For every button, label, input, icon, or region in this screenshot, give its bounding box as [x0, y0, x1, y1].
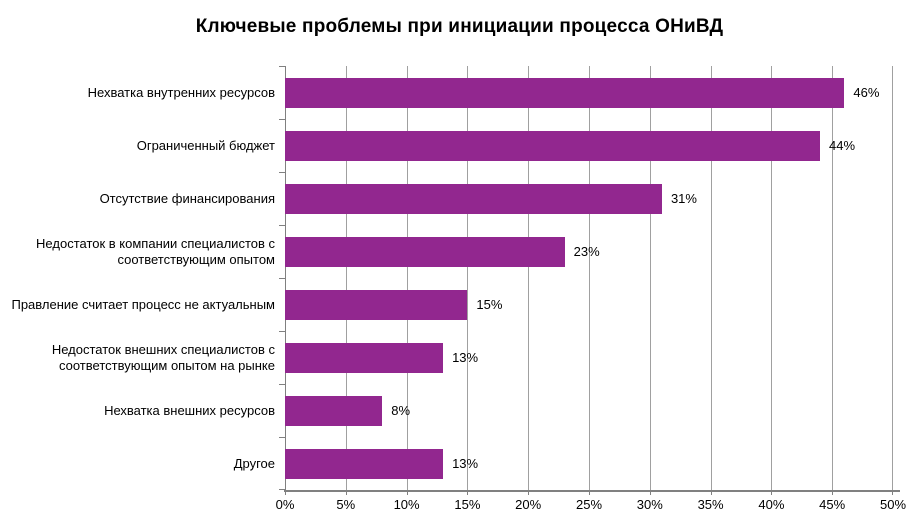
x-tick-label: 30% — [636, 497, 663, 512]
chart-row: Нехватка внешних ресурсов 8% — [0, 384, 893, 437]
x-axis-tick — [467, 490, 469, 495]
x-tick-label: 20% — [515, 497, 542, 512]
bar — [285, 396, 383, 426]
value-label: 13% — [452, 350, 479, 365]
y-axis-tick — [279, 66, 285, 67]
category-label: Недостаток внешних специалистов с соотве… — [51, 341, 275, 373]
x-tick-label: 5% — [336, 497, 356, 512]
chart-title: Ключевые проблемы при инициации процесса… — [195, 16, 724, 37]
gridline — [528, 66, 530, 490]
y-axis-tick — [279, 489, 285, 490]
x-axis-tick — [892, 490, 893, 495]
x-axis-tick — [589, 490, 590, 495]
x-axis-labels: 0% 5% 10% 15% 20% 25% 30% 35% 40% 45% 50% — [276, 497, 906, 515]
gridline — [467, 66, 469, 490]
bar-area: 46% — [285, 66, 893, 119]
plot-area — [279, 66, 900, 495]
bar-area: 44% — [285, 119, 893, 172]
chart-row: Другое 13% — [0, 437, 893, 490]
bar-area: 13% — [285, 331, 893, 384]
chart-row: Правление считает процесс не актуальным 1… — [0, 278, 893, 331]
category-label: Недостаток в компании специалистов с соо… — [36, 235, 275, 267]
x-tick-label: 25% — [575, 497, 603, 512]
value-label: 13% — [452, 456, 479, 471]
value-label: 46% — [853, 85, 880, 100]
bar — [285, 78, 845, 108]
x-tick-label: 45% — [819, 497, 846, 512]
category-label: Другое — [233, 455, 275, 471]
gridline — [892, 66, 893, 490]
y-axis-tick — [279, 437, 285, 438]
chart-row: Ограниченный бюджет 44% — [0, 119, 893, 172]
x-axis-tick — [528, 490, 530, 495]
bar — [285, 290, 468, 320]
bar-area: 8% — [285, 384, 893, 437]
chart-row: Нехватка внутренних ресурсов 46% — [0, 66, 893, 119]
value-label: 31% — [670, 191, 697, 206]
category-label: Нехватка внешних ресурсов — [104, 402, 275, 418]
x-tick-label: 15% — [454, 497, 481, 512]
chart-row: Отсутствие финансирования 31% — [0, 172, 893, 225]
category-label: Ограниченный бюджет — [136, 137, 275, 153]
value-label: 15% — [476, 297, 503, 312]
x-axis-tick — [406, 490, 408, 495]
value-label: 8% — [391, 403, 411, 418]
x-tick-label: 0% — [275, 497, 295, 512]
chart-area: Нехватка внутренних ресурсов 46% Ограничен… — [0, 66, 900, 495]
y-axis-tick — [279, 119, 285, 120]
chart-row: Недостаток внешних специалистов с соотве… — [0, 331, 893, 384]
x-axis-tick — [285, 490, 286, 495]
bar — [285, 237, 565, 267]
y-axis-line — [285, 66, 286, 490]
x-axis-line — [284, 490, 900, 492]
category-label: Нехватка внутренних ресурсов — [87, 84, 275, 100]
x-axis-tick — [345, 490, 347, 495]
gridline — [649, 66, 651, 490]
y-axis-tick — [279, 172, 285, 173]
x-tick-label: 40% — [758, 497, 785, 512]
bar-area: 23% — [285, 225, 893, 278]
bar — [285, 131, 821, 161]
x-tick-label: 10% — [393, 497, 420, 512]
bar — [285, 449, 444, 479]
x-axis-tick — [710, 490, 712, 495]
x-axis-tick — [771, 490, 773, 495]
category-label: Отсутствие финансирования — [99, 190, 275, 206]
gridline — [710, 66, 712, 490]
rows: Нехватка внутренних ресурсов 46% Ограничен… — [0, 66, 893, 490]
x-axis-tick — [832, 490, 834, 495]
value-label: 44% — [829, 138, 856, 153]
value-label: 23% — [573, 244, 600, 259]
gridline — [771, 66, 773, 490]
gridline — [589, 66, 590, 490]
y-axis-tick — [279, 384, 285, 385]
bar — [285, 184, 662, 214]
x-axis-tick — [649, 490, 651, 495]
x-tick-label: 50% — [879, 497, 907, 512]
y-axis-tick — [279, 331, 285, 332]
category-label: Правление считает процесс не актуальным — [11, 296, 275, 312]
bar-area: 15% — [285, 278, 893, 331]
bar — [285, 343, 444, 373]
bar-area: 31% — [285, 172, 893, 225]
x-tick-label: 35% — [697, 497, 724, 512]
gridline — [406, 66, 408, 490]
gridline — [832, 66, 834, 490]
bar-area: 13% — [285, 437, 893, 490]
y-axis-tick — [279, 225, 285, 226]
y-axis-tick — [279, 278, 285, 279]
gridline — [345, 66, 347, 490]
chart-row: Недостаток в компании специалистов с соо… — [0, 225, 893, 278]
